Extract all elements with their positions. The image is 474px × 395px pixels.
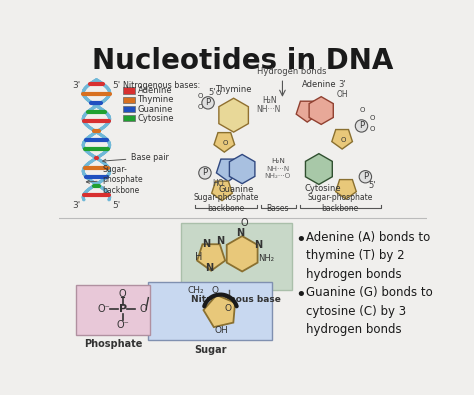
Text: CH₂: CH₂ <box>188 286 204 295</box>
Polygon shape <box>332 130 353 149</box>
FancyBboxPatch shape <box>123 97 135 103</box>
Text: 5': 5' <box>112 81 120 90</box>
Text: Cytosine: Cytosine <box>304 184 341 193</box>
Text: P: P <box>363 172 368 181</box>
Text: OH: OH <box>214 326 228 335</box>
FancyBboxPatch shape <box>123 115 135 121</box>
Polygon shape <box>296 101 319 122</box>
Text: •: • <box>296 286 306 304</box>
Text: P: P <box>119 304 127 314</box>
Text: NH···N: NH···N <box>256 105 281 114</box>
Polygon shape <box>336 180 356 199</box>
Text: OH: OH <box>337 90 348 99</box>
Text: O: O <box>197 104 202 110</box>
Text: P: P <box>206 98 210 107</box>
FancyBboxPatch shape <box>123 87 135 94</box>
Text: Adenine (A) bonds to
thymine (T) by 2
hydrogen bonds: Adenine (A) bonds to thymine (T) by 2 hy… <box>307 231 431 281</box>
Text: O: O <box>225 304 232 313</box>
Polygon shape <box>212 181 232 201</box>
Polygon shape <box>219 98 248 132</box>
Text: O: O <box>211 286 218 295</box>
Text: Sugar-phosphate
backbone: Sugar-phosphate backbone <box>307 193 373 213</box>
Text: Adenine: Adenine <box>137 86 172 95</box>
Polygon shape <box>229 154 255 184</box>
Text: Cytosine: Cytosine <box>137 114 174 123</box>
Polygon shape <box>217 159 240 181</box>
Text: O: O <box>216 90 221 96</box>
Text: Thymine: Thymine <box>137 95 174 104</box>
Text: •: • <box>296 231 306 249</box>
Text: O: O <box>369 115 374 121</box>
Text: HO: HO <box>213 179 224 188</box>
Circle shape <box>199 167 211 179</box>
Text: O: O <box>241 218 248 228</box>
Text: P: P <box>202 168 208 177</box>
Polygon shape <box>214 133 235 152</box>
Text: 3': 3' <box>73 201 81 210</box>
Text: O: O <box>119 289 127 299</box>
FancyBboxPatch shape <box>148 282 273 340</box>
Text: H: H <box>195 252 202 262</box>
Circle shape <box>356 120 368 132</box>
Text: NH₂···O: NH₂···O <box>264 173 291 179</box>
Text: Thymine: Thymine <box>215 85 252 94</box>
Text: Phosphate: Phosphate <box>84 339 142 349</box>
Text: O: O <box>369 126 374 132</box>
Text: Guanine: Guanine <box>218 185 254 194</box>
Text: Nitrogenous base: Nitrogenous base <box>191 295 281 304</box>
Text: Bases: Bases <box>266 204 289 213</box>
FancyBboxPatch shape <box>76 284 150 335</box>
FancyBboxPatch shape <box>181 223 292 290</box>
Text: N: N <box>236 228 244 238</box>
Circle shape <box>202 97 214 109</box>
Text: Sugar: Sugar <box>194 344 227 355</box>
Text: 5': 5' <box>209 88 216 97</box>
Text: Adenine: Adenine <box>301 81 336 89</box>
Text: O: O <box>222 140 228 146</box>
Text: N: N <box>202 239 210 249</box>
Text: O: O <box>340 137 346 143</box>
Text: H₂N: H₂N <box>263 96 277 105</box>
Text: 3': 3' <box>73 81 81 90</box>
Text: Hydrogen bonds: Hydrogen bonds <box>257 67 327 75</box>
Polygon shape <box>305 154 332 184</box>
FancyBboxPatch shape <box>123 106 135 112</box>
Text: Guanine: Guanine <box>137 105 173 113</box>
Text: N: N <box>205 263 213 273</box>
Text: NH···N: NH···N <box>266 166 290 171</box>
Text: O: O <box>197 93 202 99</box>
Text: Nitrogenous bases:: Nitrogenous bases: <box>123 81 200 90</box>
Text: N: N <box>216 237 224 246</box>
Text: Sugar-
phosphate
backbone: Sugar- phosphate backbone <box>86 165 143 195</box>
Text: O: O <box>360 107 365 113</box>
Text: H₂N: H₂N <box>271 158 285 164</box>
Text: Nucleotides in DNA: Nucleotides in DNA <box>92 47 393 75</box>
Text: P: P <box>359 121 364 130</box>
Text: N: N <box>255 239 263 250</box>
Text: O⁻: O⁻ <box>98 304 110 314</box>
Text: NH₂: NH₂ <box>258 254 273 263</box>
Polygon shape <box>203 295 235 327</box>
Text: Base pair: Base pair <box>103 153 169 162</box>
Polygon shape <box>197 244 225 271</box>
Circle shape <box>359 171 372 183</box>
Polygon shape <box>227 236 257 271</box>
Polygon shape <box>309 97 333 124</box>
Text: O: O <box>139 304 147 314</box>
Text: Guanine (G) bonds to
cytosine (C) by 3
hydrogen bonds: Guanine (G) bonds to cytosine (C) by 3 h… <box>307 286 433 336</box>
Text: 3': 3' <box>338 81 346 89</box>
Text: Sugar-phosphate
backbone: Sugar-phosphate backbone <box>193 193 258 213</box>
Text: 5': 5' <box>112 201 120 210</box>
Text: 5': 5' <box>368 181 376 190</box>
Text: O⁻: O⁻ <box>117 320 129 329</box>
